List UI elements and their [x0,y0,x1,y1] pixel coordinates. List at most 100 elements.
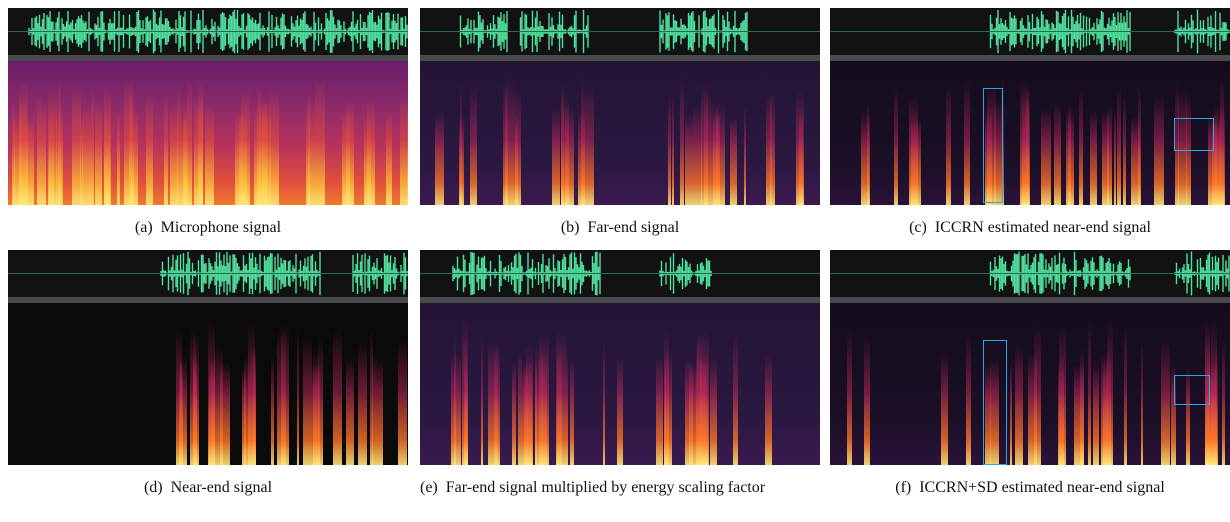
spectral-streak [130,61,138,205]
spectral-streak [493,303,501,465]
spectral-streak [262,61,269,205]
spectral-streak [170,61,179,205]
spectral-streak [180,61,188,205]
spectral-streak [764,303,773,465]
highlight-box [1174,375,1210,405]
spectral-streak [692,61,703,205]
spectral-streak [1019,61,1029,205]
caption-label: (d) [143,479,163,496]
waveform [8,250,408,297]
waveform-plot [8,9,408,54]
spectral-streak [296,303,300,465]
spectral-streak [465,303,469,465]
spectral-streak [26,61,34,205]
spectral-streak [269,61,279,205]
spectral-streak [701,303,709,465]
spectral-streak [1122,61,1126,205]
waveform-plot [420,251,820,296]
spectral-streak [82,61,91,205]
spectral-streak [1025,61,1030,205]
spectral-streak [1175,61,1180,205]
spectral-streak [376,303,383,465]
spectral-streak [332,303,343,465]
spectral-streak [538,303,549,465]
caption-label: (b) [560,219,580,236]
caption: (c) ICCRN estimated near-end signal [830,217,1230,239]
spectral-streak [72,61,82,205]
waveform [420,250,820,297]
spectral-streak [684,303,693,465]
caption: (e) Far-end signal multiplied by energy … [420,477,820,499]
spectral-streak [769,61,776,205]
spectral-streak [370,303,374,465]
spectral-streak [985,303,992,465]
spectral-streak [695,303,702,465]
panel: (e) Far-end signal multiplied by energy … [420,250,820,496]
spectral-streak [460,61,463,205]
caption-label: (f) [895,479,912,496]
spectral-streak [461,303,468,465]
spectral-streak [555,303,566,465]
waveform-plot [830,9,1230,54]
spectral-streak [704,61,712,205]
spectral-streak [243,303,252,465]
spectral-streak [561,61,569,205]
spectral-streak [1214,303,1219,465]
caption-text: Near-end signal [170,479,273,496]
spectral-streak [259,61,262,205]
spectrogram-image [8,8,408,205]
spectral-streak [552,61,560,205]
spectral-streak [1185,303,1190,465]
spectral-streak [716,61,725,205]
spectral-streak [1088,303,1091,465]
spectral-streak [989,303,999,465]
spectral-streak [679,61,684,205]
spectral-streak [260,61,264,205]
caption-text: ICCRN+SD estimated near-end signal [919,479,1165,496]
highlight-box [983,88,1003,203]
spectral-streak [145,61,154,205]
spectral-streak [13,61,23,205]
spectral-streak [318,303,324,465]
spectral-streak [204,61,214,205]
waveform [830,250,1230,297]
caption-label: (a) [134,219,153,236]
spectral-streak [312,303,321,465]
spectrogram [8,303,408,465]
spectral-streak [488,303,498,465]
spectral-streak [435,61,445,205]
spectrogram [830,61,1230,205]
spectral-streak [580,61,584,205]
spectral-streak [305,61,316,205]
highlight-box [1174,118,1214,151]
spectral-streak [603,303,606,465]
caption: (b) Far-end signal [420,217,820,239]
spectral-streak [664,303,669,465]
caption-text: Far-end signal multiplied by energy scal… [445,479,766,496]
spectral-streak [342,61,350,205]
spectral-streak [56,61,64,205]
spectral-streak [116,61,120,205]
spectral-streak [178,303,187,465]
spectral-streak [37,61,43,205]
spectral-streak [1034,303,1041,465]
spectral-streak [241,303,246,465]
spectrogram [420,303,820,465]
spectral-streak [481,303,484,465]
spectral-streak [211,303,215,465]
spectral-streak [710,303,717,465]
spectrogram-image [420,250,820,465]
spectral-streak [963,61,970,205]
spectral-streak [357,303,368,465]
spectral-streak [796,61,805,205]
spectral-streak [671,61,675,205]
waveform-plot [420,9,820,54]
spectral-streak [176,303,183,465]
spectrogram [8,61,408,205]
spectral-streak [277,303,287,465]
spectral-streak [1093,303,1100,465]
spectral-streak [518,303,522,465]
spectral-streak [1101,61,1109,205]
caption-text: Far-end signal [587,219,680,236]
